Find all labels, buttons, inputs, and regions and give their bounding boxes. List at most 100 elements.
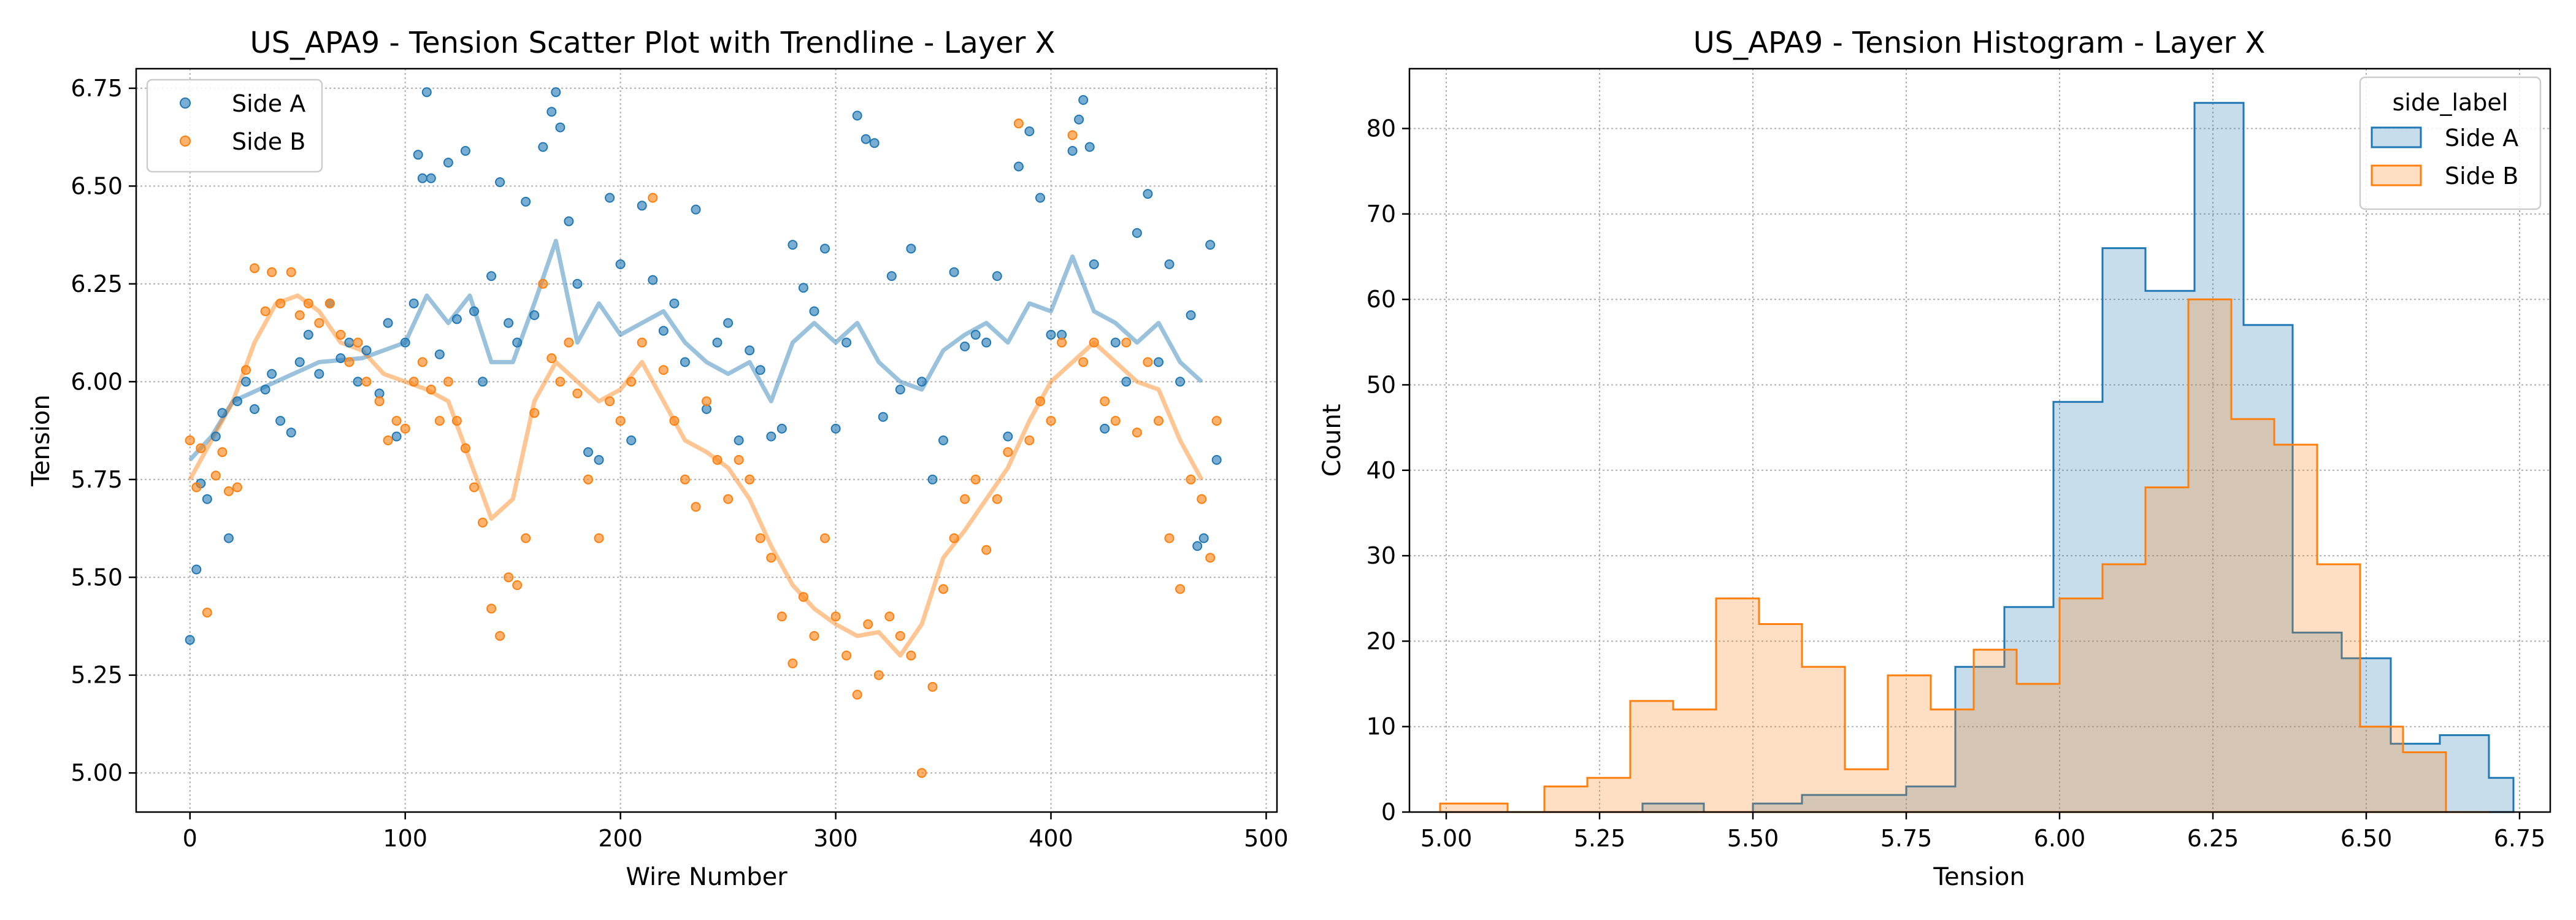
scatter-point-side-a xyxy=(669,298,680,309)
scatter-point-side-b xyxy=(884,611,895,622)
histogram-y-tick-label: 60 xyxy=(1367,286,1396,313)
scatter-x-tick-label: 400 xyxy=(1029,825,1073,852)
scatter-point-side-b xyxy=(906,650,916,661)
scatter-point-side-b xyxy=(232,482,242,493)
scatter-point-side-a xyxy=(1013,161,1024,172)
scatter-point-side-b xyxy=(434,416,445,426)
scatter-point-side-a xyxy=(916,377,927,387)
scatter-point-side-b xyxy=(1205,553,1216,563)
scatter-point-side-b xyxy=(680,474,690,485)
scatter-point-side-b xyxy=(626,377,637,387)
scatter-point-side-b xyxy=(521,533,531,543)
scatter-axes-frame xyxy=(135,67,1278,813)
scatter-point-side-b xyxy=(512,580,523,590)
scatter-point-side-b xyxy=(895,631,905,641)
scatter-point-side-a xyxy=(992,271,1002,282)
scatter-point-side-a xyxy=(383,318,393,328)
scatter-point-side-a xyxy=(185,635,195,645)
histogram-x-tick-label: 5.50 xyxy=(1727,825,1779,852)
scatter-point-side-b xyxy=(400,423,410,434)
scatter-point-side-a xyxy=(1211,454,1222,465)
scatter-point-side-b xyxy=(1024,435,1035,445)
histogram-x-tick-label: 6.50 xyxy=(2340,825,2393,852)
scatter-point-side-b xyxy=(1143,357,1153,367)
scatter-point-side-a xyxy=(605,193,615,203)
scatter-point-side-a xyxy=(927,474,938,485)
scatter-point-side-b xyxy=(460,443,470,453)
scatter-point-side-b xyxy=(734,454,744,465)
scatter-point-side-a xyxy=(408,298,419,309)
scatter-point-side-a xyxy=(766,431,776,442)
scatter-point-side-b xyxy=(1078,357,1089,367)
scatter-point-side-a xyxy=(691,204,701,215)
scatter-point-side-a xyxy=(241,377,251,387)
scatter-point-side-b xyxy=(927,681,938,692)
scatter-point-side-b xyxy=(1132,427,1142,438)
scatter-gridlines xyxy=(136,69,1277,812)
scatter-point-side-b xyxy=(605,396,615,407)
scatter-point-side-a xyxy=(626,435,637,445)
scatter-point-side-a xyxy=(314,369,324,379)
scatter-y-tick-label: 6.00 xyxy=(71,368,123,395)
scatter-point-side-b xyxy=(1197,494,1207,504)
histogram-y-tick-label: 70 xyxy=(1367,201,1396,228)
histogram-x-tick-label: 6.00 xyxy=(2034,825,2086,852)
scatter-point-side-a xyxy=(344,337,355,348)
scatter-x-tick-label: 200 xyxy=(598,825,643,852)
histogram-y-tick-label: 20 xyxy=(1367,627,1396,654)
scatter-point-side-a xyxy=(841,337,852,348)
scatter-point-side-a xyxy=(938,435,948,445)
scatter-point-side-a xyxy=(529,310,540,320)
scatter-point-side-a xyxy=(960,341,970,351)
scatter-point-side-b xyxy=(564,337,574,348)
scatter-point-side-a xyxy=(1205,240,1216,250)
scatter-point-side-b xyxy=(391,416,402,426)
scatter-point-side-a xyxy=(970,329,981,340)
histogram-title: US_APA9 - Tension Histogram - Layer X xyxy=(1693,26,2266,60)
scatter-point-side-a xyxy=(391,431,402,442)
trendline-side-a xyxy=(188,239,1203,462)
scatter-point-side-b xyxy=(658,365,669,375)
scatter-point-side-b xyxy=(1003,447,1013,458)
scatter-point-side-a xyxy=(1164,259,1175,269)
scatter-point-side-b xyxy=(267,267,277,277)
scatter-point-side-b xyxy=(766,553,776,563)
scatter-point-side-a xyxy=(1121,377,1132,387)
scatter-point-side-a xyxy=(1067,146,1078,156)
scatter-point-side-a xyxy=(267,369,277,379)
scatter-point-side-a xyxy=(1198,533,1209,543)
scatter-point-side-b xyxy=(1057,337,1067,348)
scatter-point-side-a xyxy=(734,435,744,445)
scatter-point-side-a xyxy=(521,196,531,207)
scatter-point-side-b xyxy=(546,353,557,363)
scatter-point-side-b xyxy=(529,408,540,418)
histogram-axes-frame xyxy=(1408,67,2551,813)
scatter-legend: Side A Side B xyxy=(146,79,323,173)
scatter-point-side-b xyxy=(202,607,212,618)
scatter-point-side-a xyxy=(637,201,647,211)
scatter-point-side-a xyxy=(478,377,488,387)
histogram-x-tick-label: 5.75 xyxy=(1880,825,1933,852)
scatter-point-side-a xyxy=(745,345,755,356)
scatter-point-side-a xyxy=(1154,357,1163,367)
scatter-point-side-a xyxy=(712,337,723,348)
scatter-y-axis-label: Tension xyxy=(27,394,55,486)
histogram-legend-label-side-b: Side B xyxy=(2445,163,2518,190)
scatter-point-side-a xyxy=(250,404,259,414)
scatter-point-side-a xyxy=(223,533,234,543)
scatter-point-side-a xyxy=(1175,377,1186,387)
scatter-point-side-a xyxy=(232,396,242,407)
scatter-point-side-b xyxy=(1035,396,1045,407)
scatter-point-side-b xyxy=(335,329,346,340)
scatter-point-side-b xyxy=(755,533,765,543)
scatter-point-side-a xyxy=(572,278,583,289)
scatter-point-side-a xyxy=(417,173,427,183)
scatter-point-side-b xyxy=(504,572,514,583)
scatter-point-side-b xyxy=(383,435,393,445)
scatter-title: US_APA9 - Tension Scatter Plot with Tren… xyxy=(250,26,1055,60)
scatter-point-side-b xyxy=(776,611,787,622)
scatter-x-tick-label: 100 xyxy=(383,825,427,852)
scatter-point-side-b xyxy=(981,545,992,555)
histogram-y-tick-label: 30 xyxy=(1367,542,1396,569)
scatter-points xyxy=(185,87,1222,778)
